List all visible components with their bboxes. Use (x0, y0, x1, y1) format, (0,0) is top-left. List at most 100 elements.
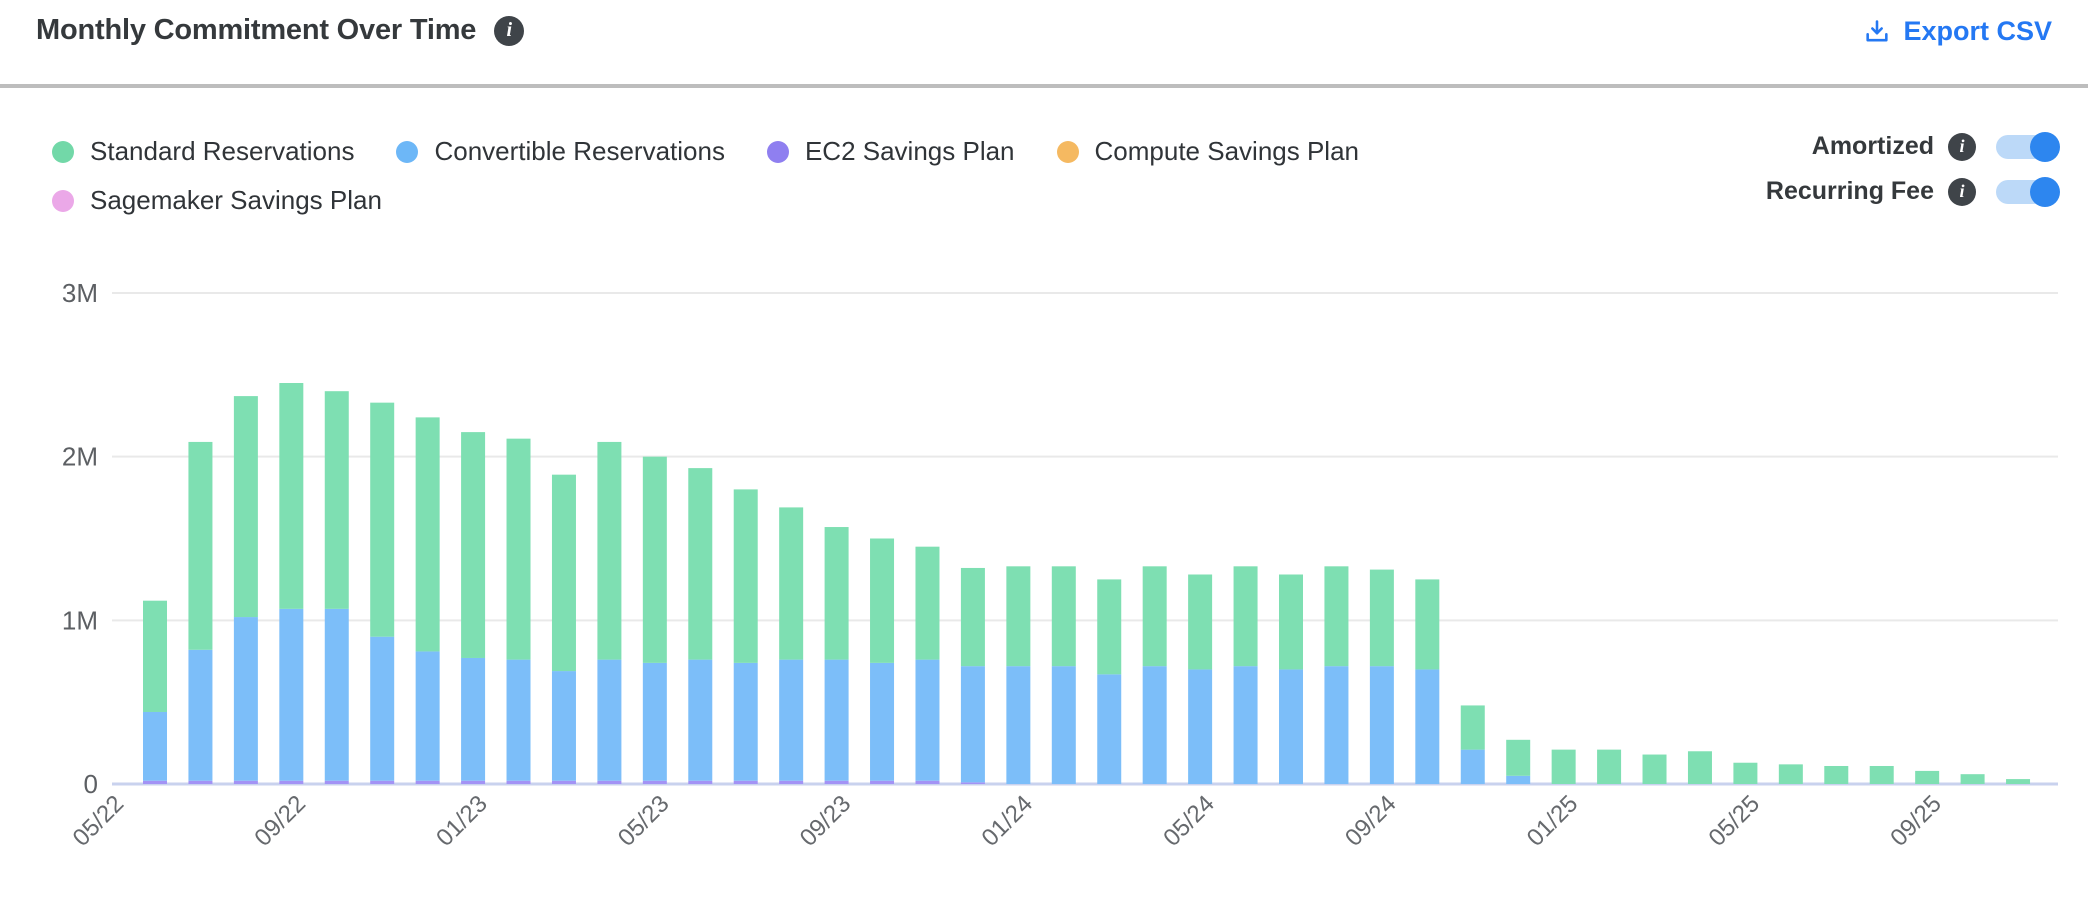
bar-segment[interactable] (188, 649, 213, 781)
bar-segment[interactable] (1506, 775, 1531, 784)
bar-segment[interactable] (279, 780, 304, 784)
bar-segment[interactable] (188, 441, 213, 650)
legend-item-convertible-reservations[interactable]: Convertible Reservations (396, 136, 725, 167)
bar-segment[interactable] (461, 657, 486, 781)
legend-item-ec2-savings-plan[interactable]: EC2 Savings Plan (766, 136, 1015, 167)
bar-segment[interactable] (1051, 566, 1076, 667)
bar-segment[interactable] (551, 474, 576, 672)
bar-segment[interactable] (597, 659, 622, 781)
title-info-icon[interactable]: i (494, 15, 525, 46)
bar-segment[interactable] (688, 468, 713, 660)
bar-segment[interactable] (1460, 705, 1485, 750)
bar-segment[interactable] (642, 780, 667, 784)
bar-segment[interactable] (1188, 669, 1213, 784)
bar-segment[interactable] (461, 432, 486, 658)
bar-segment[interactable] (1960, 774, 1985, 784)
amortized-toggle[interactable] (1996, 131, 2060, 162)
bar-segment[interactable] (642, 456, 667, 663)
bar-segment[interactable] (1551, 749, 1576, 784)
bar-segment[interactable] (597, 780, 622, 784)
bar-segment[interactable] (960, 666, 985, 783)
bar-segment[interactable] (2006, 779, 2031, 784)
export-csv-button[interactable]: Export CSV (1863, 16, 2052, 47)
bar-segment[interactable] (415, 780, 440, 784)
bar-segment[interactable] (143, 711, 167, 781)
bar-segment[interactable] (1097, 579, 1122, 675)
bar-segment[interactable] (1188, 574, 1213, 670)
bar-segment[interactable] (733, 780, 758, 784)
amortized-info-icon[interactable]: i (1948, 132, 1976, 161)
bar-segment[interactable] (1506, 739, 1531, 776)
bar-segment[interactable] (733, 489, 758, 663)
bar-segment[interactable] (597, 441, 622, 660)
bar-segment[interactable] (688, 780, 713, 784)
bar-segment[interactable] (915, 659, 940, 781)
bar-segment[interactable] (779, 659, 804, 781)
bar-segment[interactable] (415, 417, 440, 652)
bar-segment[interactable] (143, 780, 167, 784)
bar-segment[interactable] (324, 391, 349, 609)
bar-segment[interactable] (370, 636, 395, 781)
bar-segment[interactable] (1733, 762, 1758, 784)
bar-segment[interactable] (1915, 770, 1940, 784)
bar-segment[interactable] (1869, 765, 1894, 784)
bar-segment[interactable] (960, 782, 985, 784)
bar-segment[interactable] (733, 662, 758, 781)
bar-segment[interactable] (1778, 764, 1803, 784)
bar-segment[interactable] (461, 780, 486, 784)
bar-segment[interactable] (188, 780, 213, 784)
bar-segment[interactable] (870, 662, 895, 781)
bar-segment[interactable] (824, 527, 849, 660)
bar-segment[interactable] (370, 780, 395, 784)
bar-segment[interactable] (1279, 669, 1303, 784)
bar-segment[interactable] (1324, 666, 1349, 784)
bar-segment[interactable] (642, 662, 667, 781)
bar-segment[interactable] (506, 659, 531, 781)
bar-segment[interactable] (1233, 666, 1258, 784)
bar-segment[interactable] (1460, 749, 1485, 784)
legend-item-compute-savings-plan[interactable]: Compute Savings Plan (1056, 136, 1359, 167)
bar-segment[interactable] (551, 780, 576, 784)
bar-segment[interactable] (1006, 566, 1031, 667)
bar-segment[interactable] (960, 567, 985, 667)
bar-segment[interactable] (824, 780, 849, 784)
bar-segment[interactable] (1324, 566, 1349, 667)
bar-segment[interactable] (1097, 674, 1122, 784)
bar-segment[interactable] (1597, 749, 1622, 784)
bar-segment[interactable] (1369, 569, 1394, 667)
bar-segment[interactable] (688, 659, 713, 781)
bar-segment[interactable] (870, 780, 895, 784)
bar-segment[interactable] (915, 780, 940, 784)
bar-segment[interactable] (1642, 754, 1667, 784)
bar-segment[interactable] (324, 780, 349, 784)
recurring-fee-info-icon[interactable]: i (1948, 177, 1976, 206)
bar-segment[interactable] (370, 402, 395, 637)
bar-segment[interactable] (1006, 666, 1031, 784)
bar-segment[interactable] (233, 396, 258, 618)
bar-segment[interactable] (233, 780, 258, 784)
bar-segment[interactable] (1687, 751, 1712, 784)
bar-segment[interactable] (1233, 566, 1258, 667)
bar-segment[interactable] (415, 651, 440, 781)
bar-segment[interactable] (915, 546, 940, 660)
bar-segment[interactable] (1279, 574, 1303, 670)
bar-segment[interactable] (233, 617, 258, 781)
bar-segment[interactable] (779, 780, 804, 784)
bar-segment[interactable] (824, 659, 849, 781)
bar-segment[interactable] (551, 671, 576, 781)
bar-segment[interactable] (870, 538, 895, 663)
bar-segment[interactable] (1415, 579, 1440, 670)
bar-segment[interactable] (1142, 666, 1167, 784)
legend-item-sagemaker-savings-plan[interactable]: Sagemaker Savings Plan (52, 185, 382, 216)
bar-segment[interactable] (779, 507, 804, 660)
recurring-fee-toggle[interactable] (1996, 176, 2060, 207)
bar-segment[interactable] (279, 608, 304, 781)
legend-item-standard-reservations[interactable]: Standard Reservations (52, 136, 354, 167)
bar-segment[interactable] (1142, 566, 1167, 667)
bar-segment[interactable] (1824, 765, 1849, 784)
bar-segment[interactable] (1369, 666, 1394, 784)
bar-segment[interactable] (1051, 666, 1076, 784)
bar-segment[interactable] (324, 608, 349, 781)
bar-segment[interactable] (1415, 669, 1440, 784)
bar-segment[interactable] (506, 780, 531, 784)
